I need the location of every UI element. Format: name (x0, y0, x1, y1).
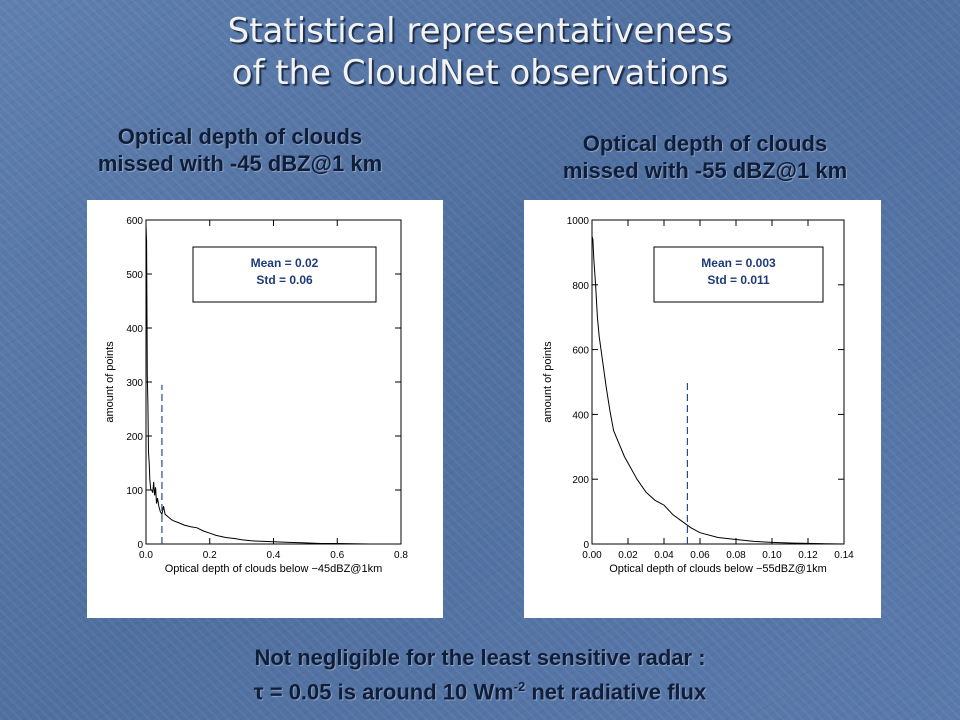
right-y-axis-label: amount of points (542, 341, 554, 423)
right-stats-box (653, 246, 824, 303)
right-x-tick-label: 0.06 (690, 550, 710, 561)
left-x-tick-label: 0.4 (267, 550, 281, 561)
right-y-tick-label: 200 (572, 475, 589, 486)
left-x-tick-label: 0.0 (139, 550, 153, 561)
left-x-tick-label: 0.2 (203, 550, 217, 561)
left-y-tick-label: 100 (126, 486, 143, 497)
left-x-tick-label: 0.6 (330, 550, 344, 561)
left-histogram-chart: 0.0 0.2 0.4 0.6 0.8 0 100 200 300 400 500 600 Optica… (104, 216, 408, 575)
right-stats-mean: Mean = 0.003 (701, 256, 776, 270)
right-y-tick-label: 0 (583, 540, 589, 551)
right-x-axis-label: Optical depth of clouds below −55dBZ@1km (609, 563, 827, 575)
right-y-tick-label: 400 (572, 410, 589, 421)
right-chart-heading-line2: missed with -55 dBZ@1 km (562, 158, 848, 183)
right-histogram-chart: 0.00 0.02 0.04 0.06 0.08 0.10 0.12 0.14 0 200 400 6… (542, 216, 854, 575)
left-chart-heading-line1: Optical depth of clouds (117, 124, 363, 149)
slide-title: Statistical representativeness of the Cl… (0, 10, 960, 94)
right-y-tick-label: 1000 (567, 216, 590, 227)
right-data-line (591, 236, 845, 545)
left-x-tick-label: 0.8 (394, 550, 408, 561)
right-x-tick-label: 0.04 (654, 550, 674, 561)
footer-note: Not negligible for the least sensitive r… (0, 643, 960, 706)
footer-superscript: -2 (513, 679, 526, 694)
right-x-tick-label: 0.02 (618, 550, 638, 561)
left-stats-std: Std = 0.06 (256, 273, 313, 287)
right-plot-frame (591, 219, 845, 545)
left-chart-heading-line2: missed with -45 dBZ@1 km (97, 151, 383, 176)
left-chart-panel: 0.0 0.2 0.4 0.6 0.8 0 100 200 300 400 500 600 Optica… (87, 200, 443, 618)
right-y-tick-label: 600 (572, 346, 589, 357)
right-stats-std: Std = 0.011 (707, 273, 770, 287)
footer-line2-text-b: net radiative flux (525, 679, 707, 705)
right-x-tick-label: 0.00 (582, 550, 602, 561)
left-y-tick-label: 200 (126, 432, 143, 443)
left-y-tick-label: 500 (126, 270, 143, 281)
right-x-tick-label: 0.14 (834, 550, 854, 561)
right-x-tick-label: 0.12 (798, 550, 818, 561)
footer-line2: τ = 0.05 is around 10 Wm-2 net radiative… (0, 672, 960, 706)
left-stats-mean: Mean = 0.02 (251, 256, 319, 270)
right-y-tick-label: 800 (572, 281, 589, 292)
left-y-tick-label: 400 (126, 324, 143, 335)
left-chart-heading: Optical depth of clouds missed with -45 … (60, 123, 420, 177)
slide-title-line1: Statistical representativeness (227, 11, 733, 51)
slide-title-line2: of the CloudNet observations (231, 53, 729, 93)
left-y-tick-label: 600 (126, 216, 143, 227)
left-y-axis-label: amount of points (104, 341, 116, 423)
left-stats-box (192, 246, 377, 303)
right-x-tick-label: 0.10 (762, 550, 782, 561)
right-chart-panel: 0.00 0.02 0.04 0.06 0.08 0.10 0.12 0.14 0 200 400 6… (524, 200, 881, 618)
tau-symbol: τ (253, 679, 264, 705)
left-y-tick-label: 300 (126, 378, 143, 389)
footer-line1: Not negligible for the least sensitive r… (254, 645, 706, 670)
left-y-tick-label: 0 (137, 540, 143, 551)
right-chart-heading: Optical depth of clouds missed with -55 … (510, 130, 900, 184)
left-data-line (145, 225, 401, 545)
right-chart-heading-line1: Optical depth of clouds (582, 131, 828, 156)
right-x-tick-label: 0.08 (726, 550, 746, 561)
footer-line2-text-a: = 0.05 is around 10 Wm (263, 679, 514, 705)
left-x-axis-label: Optical depth of clouds below −45dBZ@1km (165, 563, 383, 575)
